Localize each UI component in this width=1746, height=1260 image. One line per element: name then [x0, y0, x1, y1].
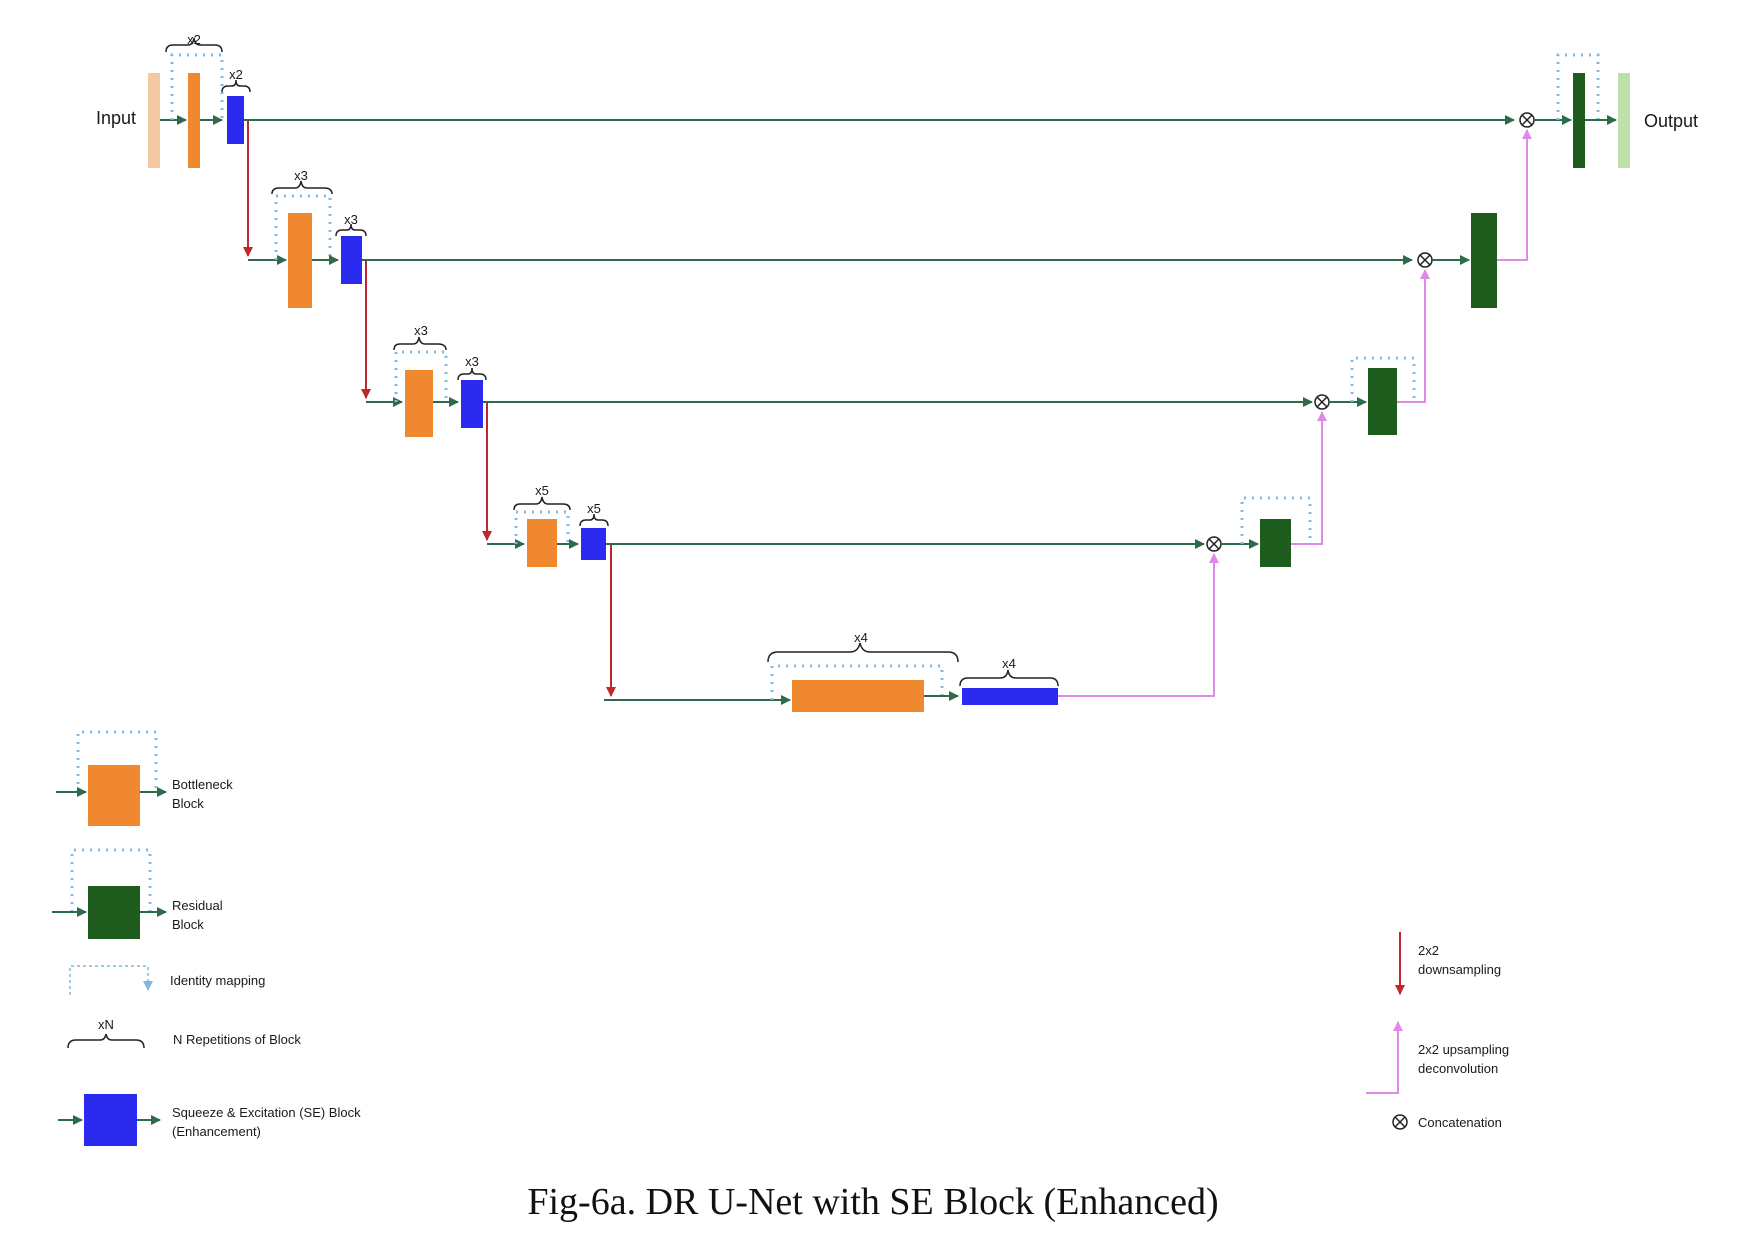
- rep-bridge-bottleneck: x4: [854, 630, 868, 645]
- decoder-level-4: [1058, 496, 1312, 697]
- output-block: [1618, 73, 1630, 168]
- rep-enc3-se: x3: [465, 354, 479, 369]
- legend-residual-line2: Block: [172, 917, 204, 932]
- legend-identity-label: Identity mapping: [170, 973, 265, 988]
- encoder-level-2: x3 x3: [243, 120, 367, 308]
- output-label: Output: [1644, 111, 1698, 131]
- rep-enc1-se: x2: [229, 67, 243, 82]
- decoder-level-1: Output: [1497, 53, 1698, 261]
- se-block-bridge: [962, 688, 1058, 705]
- residual-block-dec2: [1471, 213, 1497, 308]
- figure-caption: Fig-6a. DR U-Net with SE Block (Enhanced…: [527, 1181, 1219, 1223]
- legend-repeat-symbol: xN: [98, 1017, 114, 1032]
- rep-enc3-bottleneck: x3: [414, 323, 428, 338]
- legend-right: 2x2 downsampling 2x2 upsampling deconvol…: [1366, 932, 1509, 1130]
- bottleneck-block-bridge: [792, 680, 924, 712]
- legend-residual-line1: Residual: [172, 898, 223, 913]
- legend-se-swatch: [84, 1094, 137, 1146]
- se-block-enc3: [461, 380, 483, 428]
- legend-residual-swatch: [88, 886, 140, 939]
- residual-block-dec1: [1573, 73, 1585, 168]
- residual-block-dec4: [1260, 519, 1291, 567]
- residual-block-dec3: [1368, 368, 1397, 435]
- legend-up-line2: deconvolution: [1418, 1061, 1498, 1076]
- legend-down-line2: downsampling: [1418, 962, 1501, 977]
- rep-enc4-bottleneck: x5: [535, 483, 549, 498]
- encoder-level-3: x3 x3: [361, 260, 487, 437]
- bottleneck-block-enc4: [527, 519, 557, 567]
- bottleneck-block-enc3: [405, 370, 433, 437]
- legend-upsampling: 2x2 upsampling deconvolution: [1366, 1021, 1509, 1094]
- legend-repeat: xN N Repetitions of Block: [67, 1017, 301, 1049]
- legend-down-line1: 2x2: [1418, 943, 1439, 958]
- legend-repeat-label: N Repetitions of Block: [173, 1032, 301, 1047]
- legend-se-line2: (Enhancement): [172, 1124, 261, 1139]
- bottleneck-block-enc1: [188, 73, 200, 168]
- legend-left: Bottleneck Block Residual Block Identity…: [52, 730, 361, 1146]
- se-block-enc1: [227, 96, 244, 144]
- encoder-level-1: Input x2 x2: [96, 32, 251, 168]
- se-block-enc4: [581, 528, 606, 560]
- rep-enc1-bottleneck: x2: [187, 32, 201, 47]
- legend-identity: Identity mapping: [69, 965, 265, 995]
- input-block: [148, 73, 160, 168]
- legend-se-line1: Squeeze & Excitation (SE) Block: [172, 1105, 361, 1120]
- rep-enc2-se: x3: [344, 212, 358, 227]
- legend-bottleneck-line2: Block: [172, 796, 204, 811]
- bottleneck-block-enc2: [288, 213, 312, 308]
- encoder-level-4: x5 x5: [482, 402, 609, 567]
- legend-concat: Concatenation: [1392, 1114, 1502, 1130]
- bridge-level: x4 x4: [604, 544, 1059, 712]
- rep-bridge-se: x4: [1002, 656, 1016, 671]
- decoder-level-2: [1397, 213, 1497, 403]
- skip-connections: [244, 115, 1515, 549]
- rep-enc4-se: x5: [587, 501, 601, 516]
- rep-enc2-bottleneck: x3: [294, 168, 308, 183]
- decoder-level-3: [1291, 356, 1416, 545]
- legend-residual: Residual Block: [52, 848, 223, 939]
- legend-concat-label: Concatenation: [1418, 1115, 1502, 1130]
- dr-unet-diagram: Input x2 x2 x3 x3 x3 x3: [52, 32, 1698, 1146]
- legend-bottleneck: Bottleneck Block: [56, 730, 233, 826]
- legend-downsampling: 2x2 downsampling: [1395, 932, 1501, 995]
- legend-bottleneck-line1: Bottleneck: [172, 777, 233, 792]
- legend-bottleneck-swatch: [88, 765, 140, 826]
- legend-se: Squeeze & Excitation (SE) Block (Enhance…: [58, 1094, 361, 1146]
- input-label: Input: [96, 108, 136, 128]
- se-block-enc2: [341, 236, 362, 284]
- legend-up-line1: 2x2 upsampling: [1418, 1042, 1509, 1057]
